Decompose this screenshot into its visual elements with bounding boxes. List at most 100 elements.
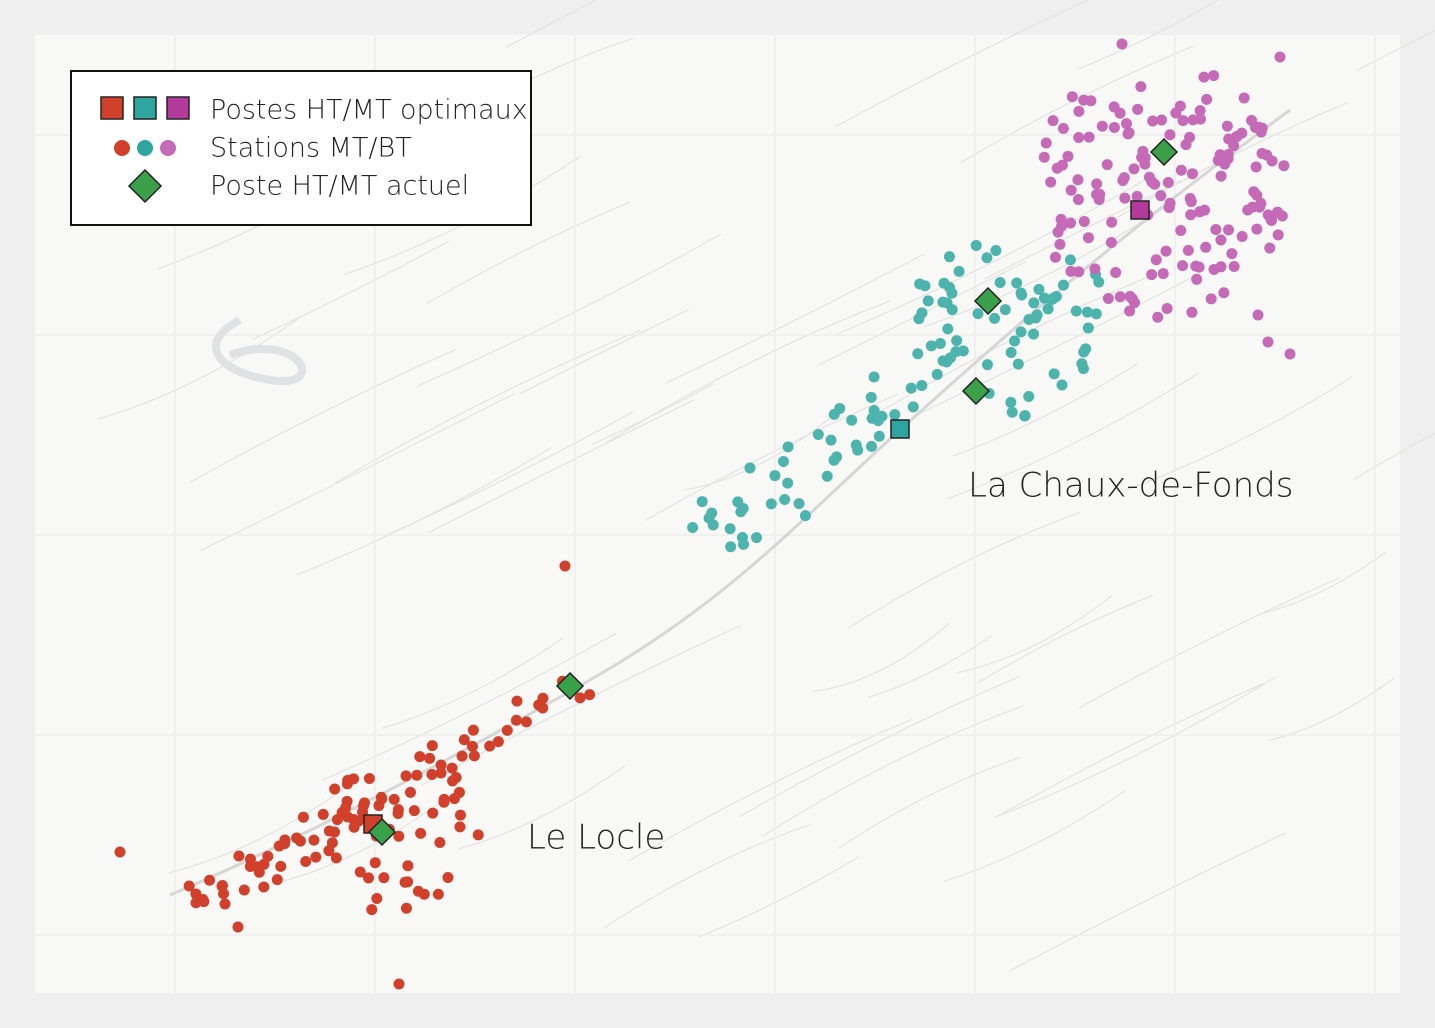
station-dot: [1185, 209, 1197, 221]
station-dot: [1049, 251, 1061, 263]
station-dot: [944, 281, 956, 293]
station-dot: [1215, 170, 1227, 182]
station-dot: [1019, 410, 1031, 422]
station-dot: [1028, 328, 1040, 340]
contour: [915, 274, 1198, 416]
station-dot: [1023, 390, 1035, 402]
station-dot: [889, 409, 901, 421]
station-dot: [446, 762, 458, 774]
station-dot: [472, 829, 484, 841]
station-dot: [1256, 148, 1268, 160]
station-dot: [1123, 127, 1135, 139]
station-dot: [1162, 176, 1174, 188]
current-substation: [367, 817, 397, 847]
station-dot: [1042, 303, 1054, 315]
station-dot: [400, 770, 412, 782]
optimal-substation: [1130, 200, 1150, 220]
station-dot: [1132, 103, 1144, 115]
station-dot: [1190, 260, 1202, 272]
station-dot: [402, 860, 414, 872]
current-substation: [973, 286, 1003, 316]
station-dot: [388, 793, 400, 805]
substations: [363, 137, 1179, 847]
station-dot: [1119, 192, 1131, 204]
station-dot: [1114, 291, 1126, 303]
station-dot: [197, 893, 209, 905]
station-dot: [1184, 131, 1196, 143]
optimal-substation: [890, 419, 910, 439]
station-dot: [369, 857, 381, 869]
station-dot: [1120, 118, 1132, 130]
station-dot: [1078, 346, 1090, 358]
station-dot: [1175, 164, 1187, 176]
station-dot: [435, 759, 447, 771]
station-dot: [925, 340, 937, 352]
station-dot: [1124, 305, 1136, 317]
station-dot: [931, 368, 943, 380]
station-dot: [1072, 174, 1084, 186]
contour: [426, 201, 631, 305]
legend-square: [166, 96, 190, 120]
contour: [382, 637, 564, 729]
station-dot: [1110, 266, 1122, 278]
legend-label: Stations MT/BT: [210, 133, 412, 164]
station-dot: [990, 244, 1002, 256]
station-dot: [1117, 174, 1129, 186]
station-dot: [1242, 204, 1254, 216]
contour: [1124, 376, 1353, 492]
contour: [835, 0, 1090, 128]
contour: [1268, 677, 1395, 742]
station-dot: [1089, 263, 1101, 275]
contour: [321, 632, 617, 781]
legend-label: Poste HT/MT actuel: [210, 171, 469, 202]
station-dot: [492, 736, 504, 748]
station-dot: [868, 405, 880, 417]
station-dot: [735, 506, 747, 518]
station-dot: [393, 978, 405, 990]
contour: [994, 683, 1263, 819]
river: [212, 316, 306, 386]
station-dot: [258, 881, 270, 893]
station-dot: [432, 888, 444, 900]
station-dot: [1250, 161, 1262, 173]
station-dot: [1091, 178, 1103, 190]
station-dot: [393, 830, 405, 842]
station-dot: [1012, 358, 1024, 370]
station-dot: [989, 312, 1001, 324]
station-dot: [1146, 269, 1158, 281]
station-dot: [1073, 105, 1085, 117]
station-dot: [559, 560, 571, 572]
contour: [604, 823, 811, 928]
station-dot: [354, 866, 366, 878]
legend-square: [100, 96, 124, 120]
contour: [458, 765, 626, 850]
station-dot: [294, 835, 306, 847]
station-dot: [1078, 215, 1090, 227]
station-dot: [846, 414, 858, 426]
station-dot: [1108, 121, 1120, 133]
station-dot: [378, 872, 390, 884]
station-dot: [1073, 266, 1085, 278]
station-dot: [533, 699, 545, 711]
station-dot: [329, 826, 341, 838]
station-dot: [913, 313, 925, 325]
station-dot: [1124, 290, 1136, 302]
station-dot: [511, 695, 523, 707]
station-dot: [454, 821, 466, 833]
station-dot: [905, 382, 917, 394]
station-dot: [400, 902, 412, 914]
station-dot: [1143, 171, 1155, 183]
contour: [427, 399, 694, 534]
contour: [838, 756, 1021, 849]
contour: [645, 393, 899, 521]
station-dot: [279, 834, 291, 846]
station-dot: [1150, 254, 1162, 266]
station-dot: [1065, 265, 1077, 277]
contour: [664, 253, 926, 385]
station-dot: [341, 795, 353, 807]
station-dot: [1175, 224, 1187, 236]
station-dot: [244, 853, 256, 865]
station-dot: [1182, 244, 1194, 256]
station-dot: [454, 809, 466, 821]
